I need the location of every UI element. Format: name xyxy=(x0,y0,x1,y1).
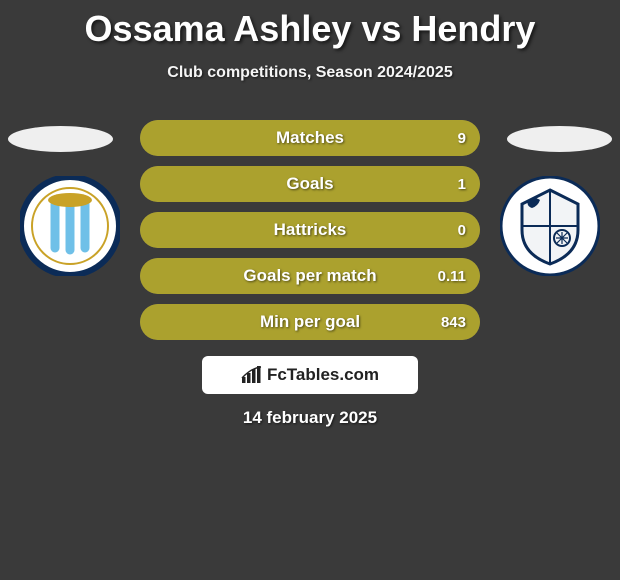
bars-logo-icon xyxy=(241,366,263,384)
stat-row: Goals per match0.11 xyxy=(140,258,480,294)
stat-row: Hattricks0 xyxy=(140,212,480,248)
subtitle: Club competitions, Season 2024/2025 xyxy=(0,64,620,82)
stat-value-right: 0.11 xyxy=(438,258,466,294)
stat-row: Min per goal843 xyxy=(140,304,480,340)
stat-value-right: 843 xyxy=(441,304,466,340)
stat-value-right: 1 xyxy=(458,166,466,202)
stat-label: Goals xyxy=(140,166,480,202)
tranmere-crest-icon xyxy=(500,176,600,276)
stats-list: Matches9Goals1Hattricks0Goals per match0… xyxy=(140,120,480,350)
stat-value-right: 0 xyxy=(458,212,466,248)
stat-row: Matches9 xyxy=(140,120,480,156)
club-badge-left xyxy=(20,176,120,276)
player-photo-placeholder-right xyxy=(507,126,612,152)
brand-text: FcTables.com xyxy=(267,365,379,385)
comparison-infographic: Ossama Ashley vs Hendry Club competition… xyxy=(0,0,620,580)
club-badge-right xyxy=(500,176,600,276)
brand-badge: FcTables.com xyxy=(202,356,418,394)
stat-label: Matches xyxy=(140,120,480,156)
stat-label: Goals per match xyxy=(140,258,480,294)
stat-label: Min per goal xyxy=(140,304,480,340)
stat-value-right: 9 xyxy=(458,120,466,156)
stat-row: Goals1 xyxy=(140,166,480,202)
date-text: 14 february 2025 xyxy=(0,408,620,428)
colchester-crest-icon xyxy=(20,176,120,276)
player-photo-placeholder-left xyxy=(8,126,113,152)
page-title: Ossama Ashley vs Hendry xyxy=(0,0,620,50)
stat-label: Hattricks xyxy=(140,212,480,248)
